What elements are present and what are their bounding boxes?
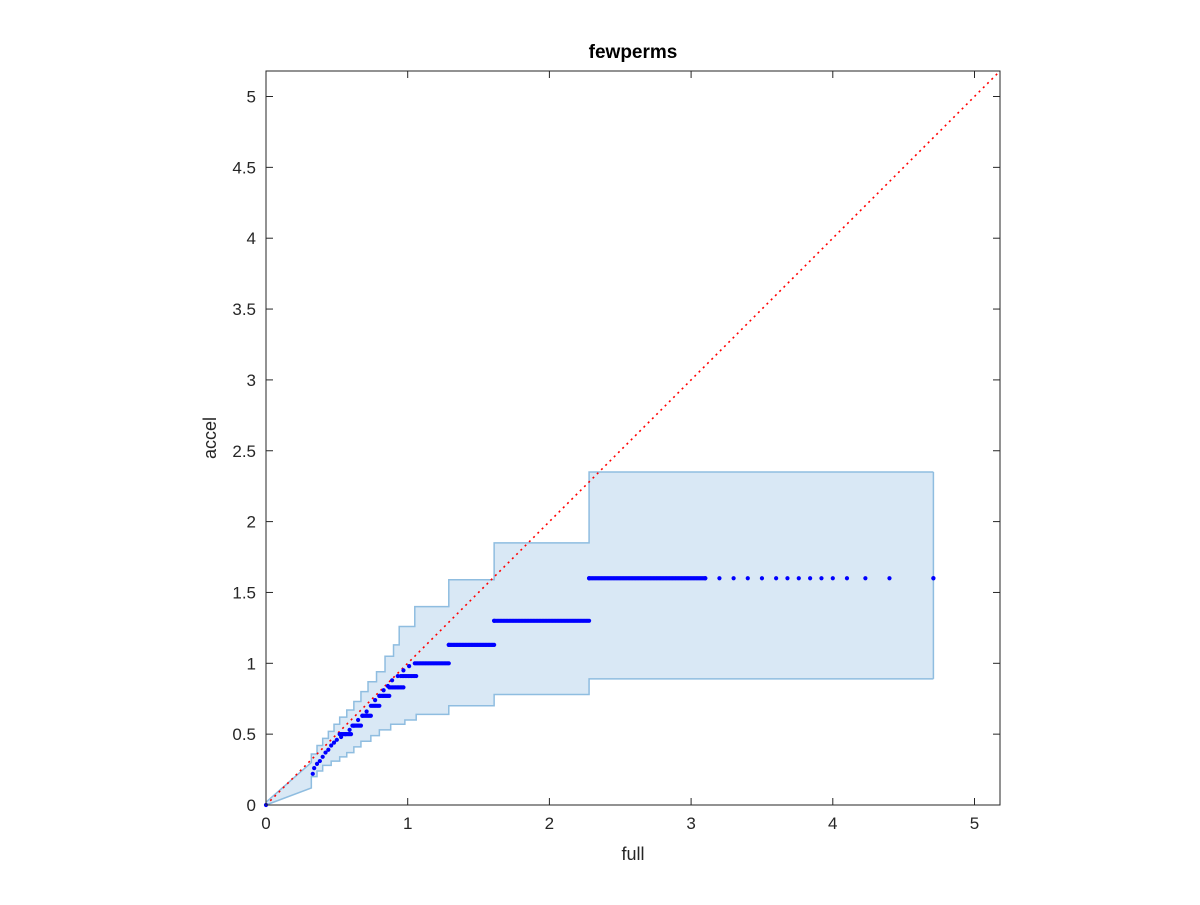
data-point	[312, 766, 317, 771]
data-point	[358, 723, 364, 728]
data-point	[446, 661, 451, 666]
y-tick-label: 3	[247, 371, 256, 390]
reference-line	[265, 70, 1001, 806]
data-point	[407, 664, 412, 669]
data-point	[329, 743, 334, 748]
x-tick-label: 2	[545, 814, 554, 833]
data-point	[348, 732, 354, 737]
plot-frame	[265, 70, 1001, 806]
data-point	[364, 709, 369, 714]
y-tick-label: 0	[247, 796, 256, 815]
data-point	[414, 673, 419, 679]
data-point	[377, 703, 382, 708]
data-point	[931, 576, 936, 581]
y-tick-label: 4	[247, 229, 256, 248]
data-point	[830, 576, 835, 581]
x-tick-label: 4	[828, 814, 837, 833]
data-point	[745, 576, 750, 581]
data-point	[819, 576, 824, 581]
data-point	[373, 698, 378, 703]
data-point	[326, 747, 331, 752]
data-point	[368, 713, 373, 718]
x-tick-label: 5	[970, 814, 979, 833]
data-point	[785, 576, 790, 581]
data-point	[717, 576, 722, 581]
y-tick-label: 0.5	[232, 725, 256, 744]
data-point	[759, 576, 765, 581]
y-tick-label: 1.5	[232, 583, 256, 602]
data-point	[320, 754, 325, 759]
x-tick-label: 1	[403, 814, 412, 833]
data-point	[586, 618, 592, 623]
x-tick-label: 0	[261, 814, 270, 833]
data-point	[401, 685, 406, 690]
data-point	[492, 642, 497, 647]
data-point	[401, 668, 406, 673]
data-point	[796, 576, 801, 581]
data-point	[887, 576, 892, 581]
data-point	[844, 576, 850, 581]
data-point	[387, 693, 392, 698]
data-point	[317, 758, 322, 764]
y-tick-label: 5	[247, 88, 256, 107]
x-axis-label: full	[621, 844, 644, 864]
data-point	[314, 761, 320, 767]
data-point	[347, 727, 352, 732]
band-lower-edge	[265, 678, 934, 806]
y-tick-label: 3.5	[232, 300, 256, 319]
band-upper-edge	[265, 471, 934, 803]
y-tick-label: 2.5	[232, 442, 256, 461]
data-point	[863, 576, 868, 581]
data-point	[774, 576, 779, 581]
data-point	[310, 771, 315, 776]
data-point	[334, 737, 339, 742]
y-axis-label: accel	[200, 417, 220, 459]
x-tick-label: 3	[686, 814, 695, 833]
data-point	[356, 717, 361, 723]
y-tick-label: 1	[247, 654, 256, 673]
y-tick-label: 2	[247, 513, 256, 532]
data-point	[331, 740, 337, 745]
data-point	[731, 576, 736, 581]
data-point	[381, 688, 386, 693]
y-tick-label: 4.5	[232, 158, 256, 177]
data-point	[323, 750, 328, 755]
confidence-band	[266, 472, 934, 805]
data-point	[390, 678, 395, 683]
chart-title: fewperms	[589, 42, 678, 63]
data-point	[808, 576, 813, 581]
data-point	[703, 576, 708, 581]
